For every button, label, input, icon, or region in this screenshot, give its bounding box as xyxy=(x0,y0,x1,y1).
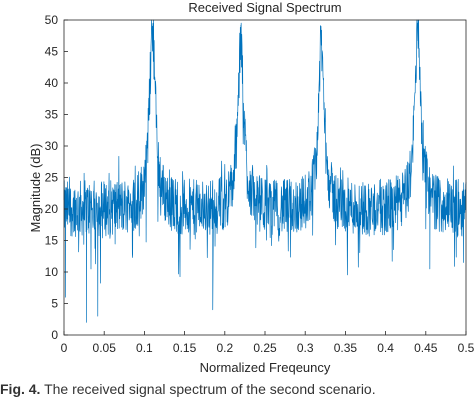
y-tick-label: 20 xyxy=(45,202,59,216)
y-tick-label: 10 xyxy=(45,265,59,279)
y-tick-label: 25 xyxy=(45,171,59,185)
x-axis: 0 0.05 0.1 0.15 0.2 0.25 0.3 0.35 0.4 0.45 0.5 xyxy=(61,331,474,355)
plot-series xyxy=(63,19,467,323)
chart-title: Received Signal Spectrum xyxy=(188,0,341,15)
x-axis-label: Normalized Freqeuncy xyxy=(200,360,331,375)
figure-caption: Fig. 4. The received signal spectrum of … xyxy=(0,381,376,397)
spectrum-line xyxy=(63,19,467,323)
x-tick-label: 0.05 xyxy=(93,341,117,355)
x-tick-label: 0.5 xyxy=(458,341,474,355)
y-tick-label: 50 xyxy=(45,13,59,27)
caption-text: The received signal spectrum of the seco… xyxy=(44,381,376,397)
y-axis: 0 5 10 15 20 25 30 35 40 45 50 xyxy=(45,13,68,342)
y-tick-label: 0 xyxy=(51,328,58,342)
y-tick-label: 40 xyxy=(45,76,59,90)
x-tick-label: 0.45 xyxy=(414,341,438,355)
y-tick-label: 45 xyxy=(45,45,59,59)
x-tick-label: 0.4 xyxy=(377,341,394,355)
y-axis-label: Magnitude (dB) xyxy=(28,144,43,233)
x-tick-label: 0 xyxy=(61,341,68,355)
y-tick-label: 5 xyxy=(51,297,58,311)
x-tick-label: 0.3 xyxy=(297,341,314,355)
spectrum-chart: Received Signal Spectrum 0 0.05 0.1 0.15 0.2… xyxy=(28,0,474,375)
y-tick-label: 15 xyxy=(45,234,59,248)
x-tick-label: 0.25 xyxy=(253,341,277,355)
x-tick-label: 0.2 xyxy=(216,341,233,355)
x-tick-label: 0.35 xyxy=(334,341,358,355)
x-tick-label: 0.1 xyxy=(136,341,153,355)
x-tick-label: 0.15 xyxy=(173,341,197,355)
figure-number: Fig. 4. xyxy=(0,381,41,397)
y-tick-label: 30 xyxy=(45,139,59,153)
y-tick-label: 35 xyxy=(45,108,59,122)
